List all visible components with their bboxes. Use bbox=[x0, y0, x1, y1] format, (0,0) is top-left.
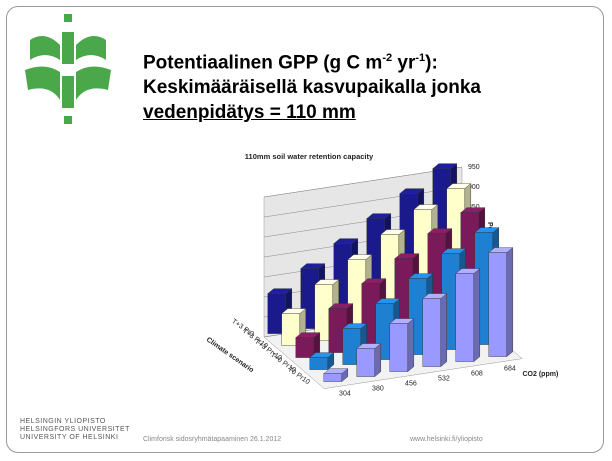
y-tick-label: 850 bbox=[468, 204, 480, 211]
title-text: ): bbox=[425, 52, 438, 74]
y-tick-label: 950 bbox=[468, 164, 480, 171]
title-sup: -2 bbox=[382, 52, 393, 64]
bar bbox=[323, 368, 349, 383]
bar bbox=[488, 247, 514, 358]
slide-frame bbox=[6, 6, 604, 453]
university-line: HELSINGIN YLIOPISTO bbox=[20, 418, 106, 425]
bar-side bbox=[407, 318, 414, 373]
bar-front bbox=[281, 313, 300, 346]
bar-side bbox=[374, 343, 381, 378]
x-axis-label: CO2 (ppm) bbox=[523, 371, 559, 378]
bar-front bbox=[488, 252, 507, 357]
title-line: vedenpidätys = 110 mm bbox=[143, 102, 356, 124]
bar bbox=[356, 343, 382, 378]
bar-front bbox=[455, 273, 474, 362]
bar bbox=[309, 352, 335, 371]
title-text: Potentiaalinen GPP (g C m bbox=[143, 52, 383, 74]
university-name: HELSINGIN YLIOPISTO HELSINGFORS UNIVERSI… bbox=[20, 418, 130, 442]
bar-side bbox=[440, 293, 447, 368]
grid-line bbox=[263, 186, 463, 218]
university-line: HELSINGFORS UNIVERSITET bbox=[20, 426, 130, 433]
grid-line bbox=[263, 166, 463, 198]
bar bbox=[422, 293, 448, 368]
y-tick-label: 900 bbox=[468, 184, 480, 191]
bar-front bbox=[356, 348, 375, 377]
bar bbox=[455, 268, 481, 363]
bar-front bbox=[295, 337, 314, 358]
university-line: UNIVERSITY OF HELSINKI bbox=[20, 434, 119, 441]
title-text: yr bbox=[392, 52, 416, 74]
bar-side bbox=[506, 247, 513, 358]
bar-front bbox=[389, 323, 408, 372]
footer-event: Climforisk sidosryhmätapaaminen 26.1.201… bbox=[143, 436, 282, 443]
bar-front bbox=[323, 373, 342, 382]
bar-front bbox=[422, 298, 441, 367]
depth-axis-label: Climate scenario bbox=[205, 336, 255, 374]
bar bbox=[389, 318, 415, 373]
x-tick-label: 456 bbox=[405, 381, 417, 388]
x-tick-label: 608 bbox=[471, 371, 483, 378]
title-sup: -1 bbox=[415, 52, 426, 64]
x-tick-label: 684 bbox=[504, 366, 516, 373]
footer-url: www.helsinki.fi/yliopisto bbox=[410, 436, 483, 443]
bar-side bbox=[473, 268, 480, 363]
x-tick-label: 304 bbox=[339, 391, 351, 398]
x-tick-label: 380 bbox=[372, 386, 384, 393]
bar-front bbox=[309, 357, 328, 370]
title-line: Keskimääräisellä kasvupaikalla jonka bbox=[143, 77, 481, 99]
chart-title: 110mm soil water retention capacity bbox=[245, 152, 374, 161]
logo bbox=[25, 14, 111, 124]
x-tick-label: 532 bbox=[438, 376, 450, 383]
slide-title: Potentiaalinen GPP (g C m-2 yr-1): Keski… bbox=[143, 46, 481, 125]
